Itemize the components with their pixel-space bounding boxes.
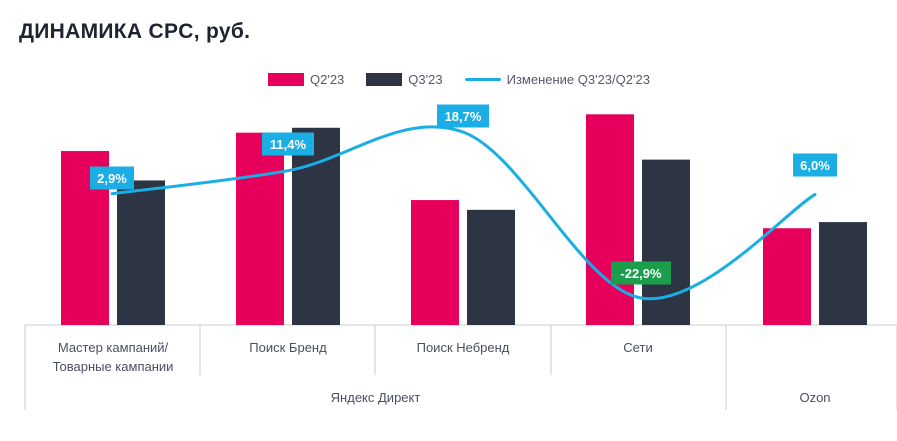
legend-swatch-q2 [268, 72, 304, 86]
group-label: Ozon [799, 390, 830, 405]
bar-q2 [236, 132, 284, 325]
category-label: Поиск Небренд [417, 340, 510, 355]
legend: Q2'23 Q3'23 Изменение Q3'23/Q2'23 [268, 68, 672, 90]
bar-q2 [763, 228, 811, 325]
change-line [110, 125, 817, 301]
bar-q2 [586, 114, 634, 325]
legend-label-change: Изменение Q3'23/Q2'23 [506, 71, 650, 87]
category-label: Сети [623, 340, 652, 355]
change-label: 11,4% [270, 137, 307, 152]
change-label: 6,0% [800, 158, 830, 173]
chart-title: ДИНАМИКА CPC, руб. [19, 20, 251, 43]
bar-q3 [292, 127, 340, 326]
change-label: -22,9% [620, 266, 662, 281]
change-label-box [262, 132, 314, 156]
legend-label-q2: Q2'23 [310, 71, 345, 87]
bar-q3 [467, 209, 515, 325]
change-label-box [611, 261, 671, 285]
change-label-box [90, 166, 134, 190]
bar-q2 [411, 200, 459, 325]
bar-q3 [117, 180, 165, 325]
change-label: 2,9% [97, 171, 127, 186]
legend-swatch-q3 [366, 72, 403, 86]
category-label: Товарные кампании [53, 359, 174, 374]
legend-item-q2: Q2'23 [268, 72, 344, 87]
change-label-box [793, 153, 837, 177]
change-label: 18,7% [445, 109, 482, 124]
category-label: Мастер кампаний/ [58, 340, 169, 355]
bar-q3 [819, 222, 867, 325]
legend-item-change: Изменение Q3'23/Q2'23 [464, 71, 650, 87]
legend-label-q3: Q3'23 [408, 71, 443, 87]
change-label-box [437, 104, 489, 128]
legend-swatch-change [464, 77, 501, 81]
group-label: Яндекс Директ [331, 390, 421, 405]
legend-item-q3: Q3'23 [366, 71, 443, 87]
category-label: Поиск Бренд [249, 340, 327, 355]
